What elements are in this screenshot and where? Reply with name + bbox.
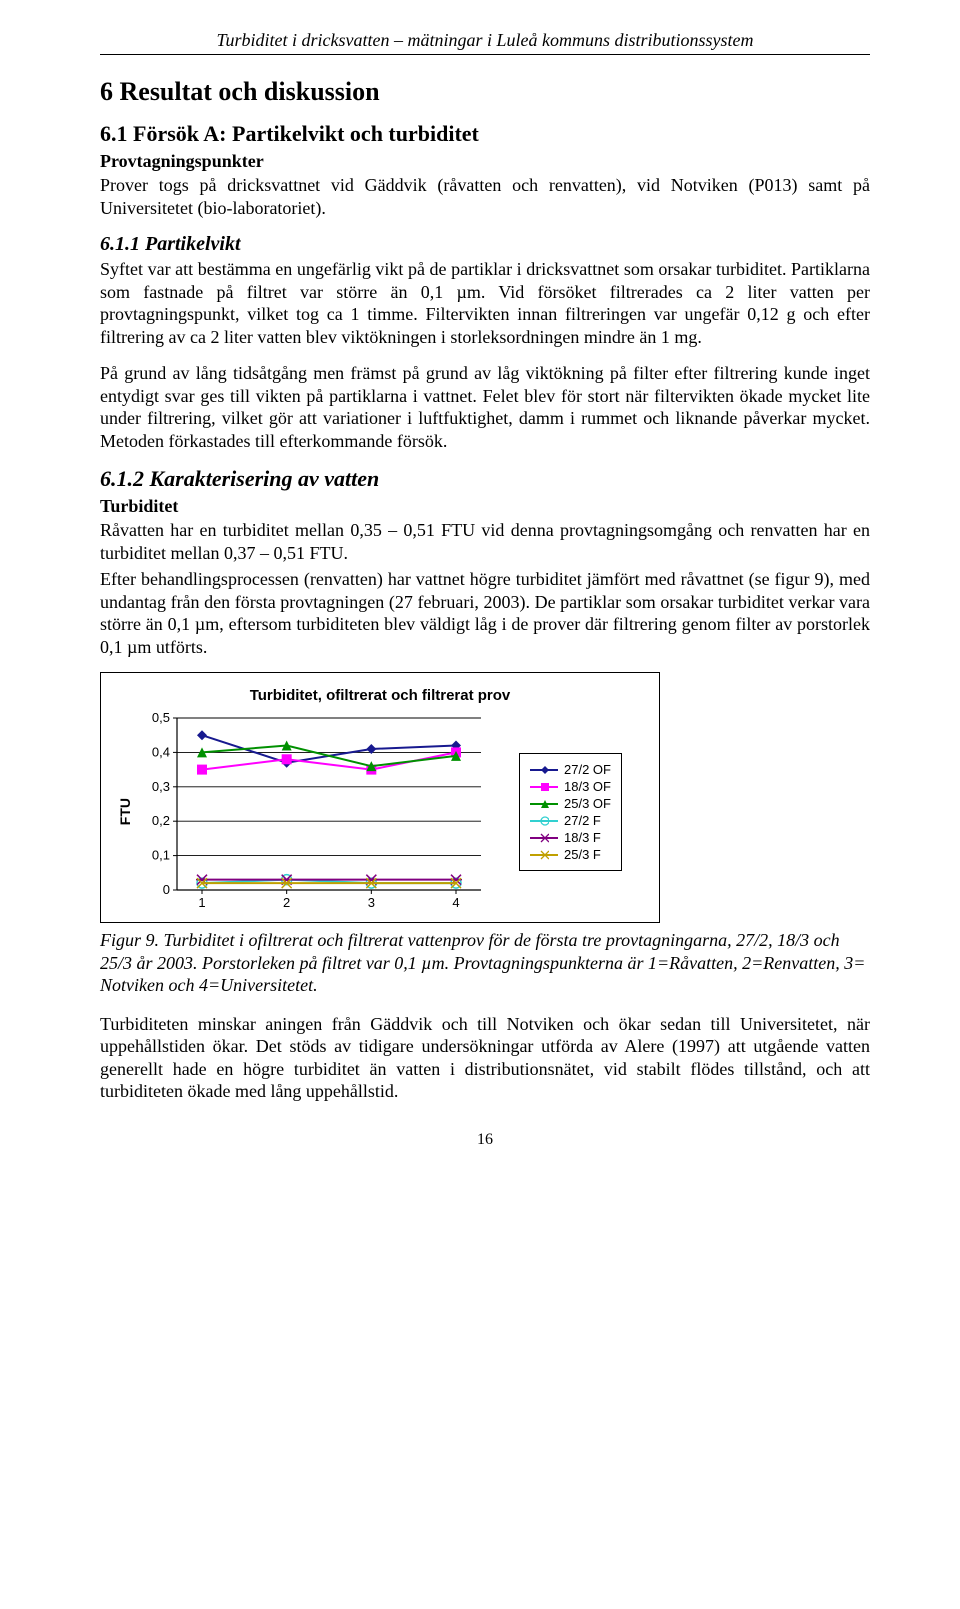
svg-text:0,5: 0,5 (152, 712, 170, 725)
subsection-heading: 6.1 Försök A: Partikelvikt och turbidite… (100, 121, 870, 147)
legend-item: 25/3 OF (530, 796, 611, 811)
paragraph: Syftet var att bestämma en ungefärlig vi… (100, 258, 870, 348)
subsub-heading: 6.1.1 Partikelvikt (100, 233, 870, 256)
svg-text:0,1: 0,1 (152, 848, 170, 863)
chart-title: Turbiditet, ofiltrerat och filtrerat pro… (117, 687, 643, 704)
paragraph: Turbiditeten minskar aningen från Gäddvi… (100, 1013, 870, 1103)
paragraph: Efter behandlingsprocessen (renvatten) h… (100, 568, 870, 658)
svg-text:2: 2 (283, 895, 290, 910)
para-heading-provtagning: Provtagningspunkter (100, 151, 870, 172)
page-number: 16 (100, 1131, 870, 1149)
chart-legend: 27/2 OF 18/3 OF 25/3 OF 27/2 F 18/3 F 25/3 F (519, 753, 622, 871)
subsub-heading: 6.1.2 Karakterisering av vatten (100, 466, 870, 492)
svg-text:0,2: 0,2 (152, 813, 170, 828)
paragraph: På grund av lång tidsåtgång men främst p… (100, 362, 870, 452)
svg-text:1: 1 (198, 895, 205, 910)
svg-text:0,4: 0,4 (152, 744, 170, 759)
section-heading: 6 Resultat och diskussion (100, 77, 870, 107)
page: Turbiditet i dricksvatten – mätningar i … (0, 0, 960, 1179)
legend-item: 25/3 F (530, 847, 611, 862)
legend-item: 18/3 OF (530, 779, 611, 794)
svg-text:3: 3 (368, 895, 375, 910)
para-heading-turbiditet: Turbiditet (100, 496, 870, 517)
paragraph: Prover togs på dricksvattnet vid Gäddvik… (100, 174, 870, 219)
chart-container: Turbiditet, ofiltrerat och filtrerat pro… (100, 672, 660, 923)
chart-svg: 0 0,1 0,2 0,3 0,4 0,5 1 2 3 4 (139, 712, 489, 912)
legend-item: 18/3 F (530, 830, 611, 845)
figure-caption: Figur 9. Turbiditet i ofiltrerat och fil… (100, 929, 870, 997)
running-head: Turbiditet i dricksvatten – mätningar i … (100, 30, 870, 55)
legend-item: 27/2 OF (530, 762, 611, 777)
legend-item: 27/2 F (530, 813, 611, 828)
chart-body: FTU 00,10,20,30,40,51234 27/2 OF18/3 OF2… (117, 712, 643, 912)
paragraph: Råvatten har en turbiditet mellan 0,35 –… (100, 519, 870, 564)
svg-text:0: 0 (163, 882, 170, 897)
svg-text:4: 4 (452, 895, 459, 910)
chart-ylabel: FTU (117, 798, 133, 825)
svg-text:0,3: 0,3 (152, 779, 170, 794)
